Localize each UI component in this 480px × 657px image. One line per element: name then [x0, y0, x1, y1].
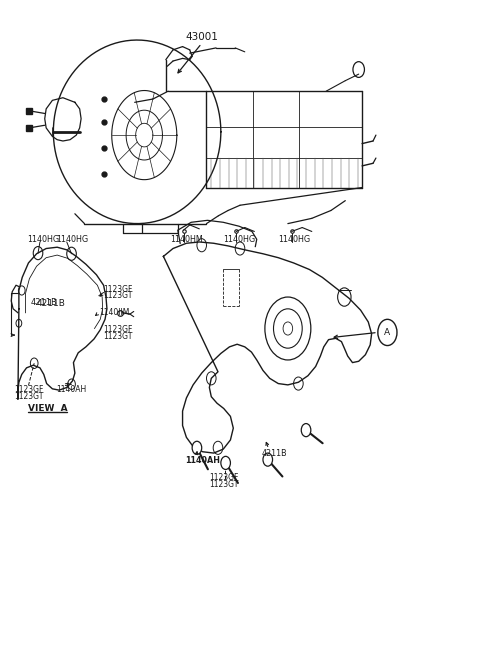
Text: 43001: 43001 [185, 32, 218, 42]
Text: 1140HM: 1140HM [170, 235, 204, 244]
Text: 1140AH: 1140AH [185, 457, 220, 465]
Text: 1140IIM: 1140IIM [99, 308, 129, 317]
Text: 1123GF: 1123GF [104, 325, 133, 334]
Text: 4211B: 4211B [262, 449, 287, 457]
Text: 1123GT: 1123GT [104, 332, 133, 341]
Text: 1123GT: 1123GT [209, 480, 238, 489]
Text: 1123GT: 1123GT [104, 291, 133, 300]
Text: VIEW  A: VIEW A [28, 404, 68, 413]
Circle shape [301, 424, 311, 437]
Circle shape [263, 453, 273, 466]
Text: 1140HG: 1140HG [278, 235, 311, 244]
Text: 4211B: 4211B [30, 298, 57, 307]
Text: 1123GF: 1123GF [14, 385, 44, 394]
Circle shape [221, 457, 230, 470]
Text: 1123GF: 1123GF [104, 284, 133, 294]
Text: 1123GF: 1123GF [209, 474, 238, 482]
Text: 1123GT: 1123GT [14, 392, 44, 401]
Circle shape [192, 442, 202, 455]
Text: 1140HG: 1140HG [56, 235, 88, 244]
Text: 1140HG: 1140HG [223, 235, 255, 244]
Text: 1140AH: 1140AH [56, 385, 86, 394]
Text: 4211B: 4211B [36, 299, 65, 308]
Text: A: A [384, 328, 390, 337]
Text: 1140HG: 1140HG [27, 235, 59, 244]
